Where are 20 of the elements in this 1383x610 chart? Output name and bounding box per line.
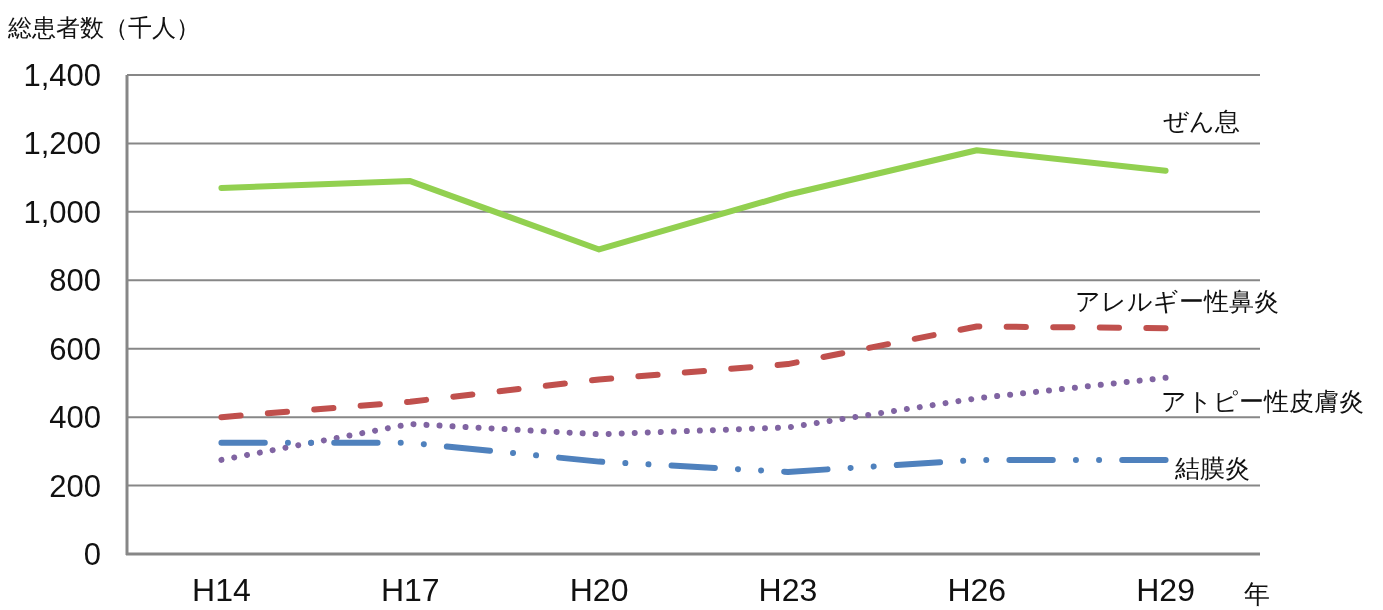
- y-tick-label: 0: [83, 537, 101, 572]
- series-label: アレルギー性鼻炎: [1074, 287, 1279, 316]
- x-tick-label: H14: [192, 572, 251, 608]
- y-tick-label: 200: [49, 468, 101, 504]
- series-label: アトピー性皮膚炎: [1160, 386, 1364, 415]
- x-tick-label: H23: [758, 572, 818, 608]
- x-tick-label: H29: [1136, 572, 1195, 608]
- x-tick-label: H17: [380, 572, 440, 608]
- y-tick-label: 600: [49, 331, 101, 367]
- series-label: ぜん息: [1162, 106, 1240, 135]
- y-tick-label: 800: [49, 263, 101, 299]
- x-tick-label: H26: [947, 572, 1007, 608]
- y-axis-title: 総患者数（千人）: [7, 14, 200, 41]
- y-tick-label: 1,200: [23, 126, 101, 162]
- y-tick-label: 400: [49, 400, 101, 436]
- x-axis-title: 年: [1244, 579, 1270, 609]
- y-tick-label: 1,000: [23, 194, 101, 230]
- y-tick-label: 1,400: [23, 58, 101, 93]
- x-tick-label: H20: [569, 572, 629, 608]
- series-label: 結膜炎: [1173, 453, 1250, 482]
